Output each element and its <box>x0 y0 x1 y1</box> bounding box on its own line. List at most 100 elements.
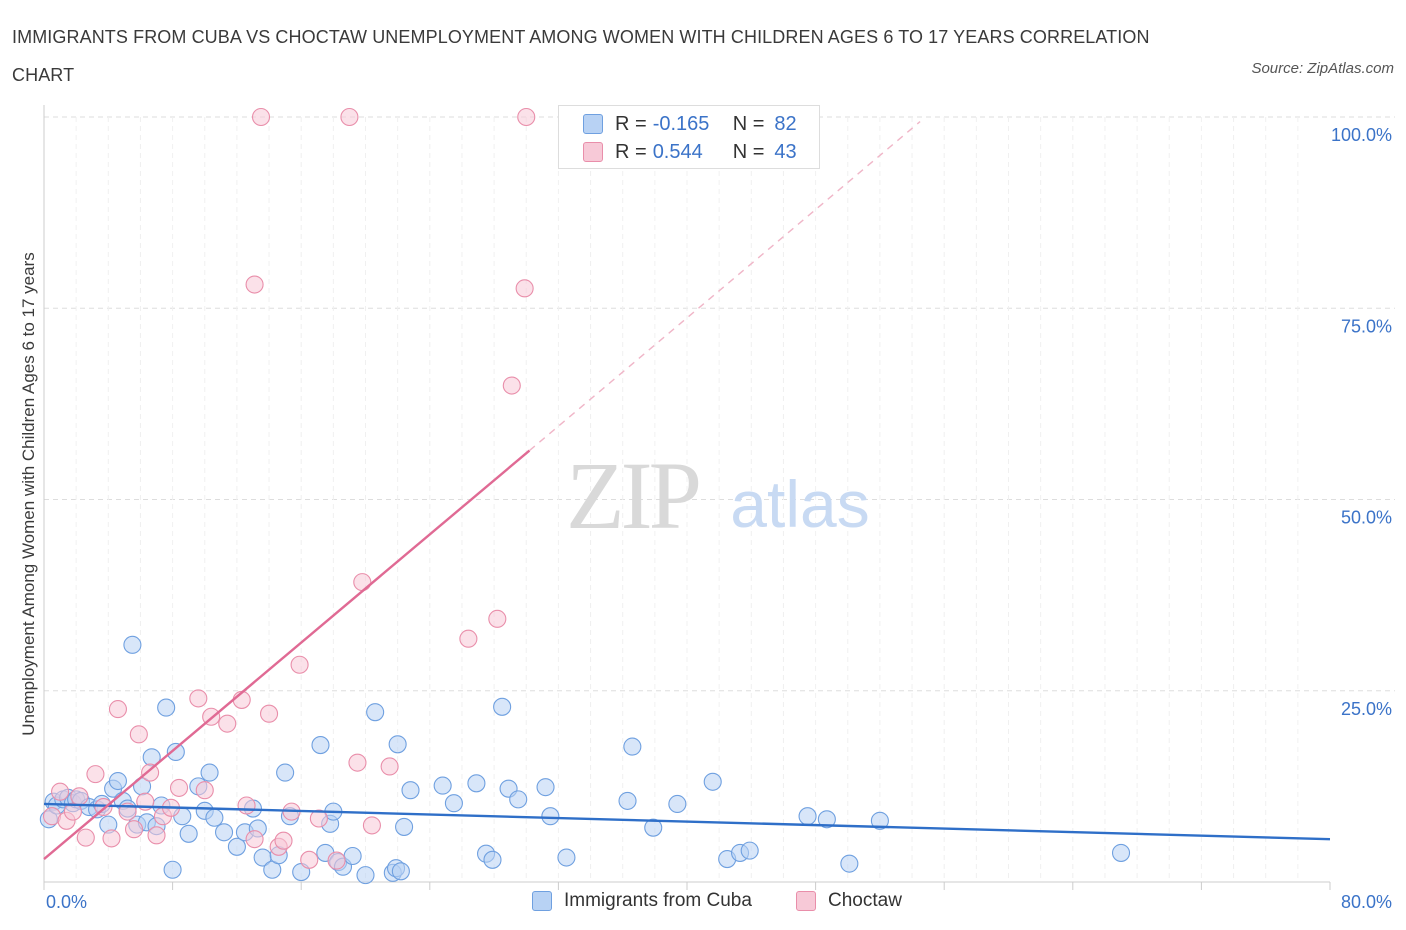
data-point <box>147 826 166 845</box>
data-point <box>218 714 237 733</box>
legend-swatch-choctaw <box>796 891 816 911</box>
data-point <box>517 107 536 127</box>
data-point <box>870 811 889 830</box>
watermark: ZIP atlas <box>566 442 870 549</box>
data-point <box>169 778 189 797</box>
data-point <box>817 810 836 829</box>
data-point <box>366 703 385 722</box>
data-point <box>644 818 663 837</box>
data-point <box>515 279 534 298</box>
y-tick-label: 50.0% <box>1341 508 1392 528</box>
axes <box>43 105 1331 890</box>
data-point <box>623 737 642 756</box>
data-point <box>141 763 160 782</box>
legend-n-value: 43 <box>774 140 797 163</box>
data-point <box>300 850 319 869</box>
data-point <box>200 763 219 782</box>
data-point <box>166 742 185 762</box>
data-point <box>488 609 507 628</box>
data-point <box>444 794 463 813</box>
data-point <box>205 808 224 827</box>
data-point <box>493 697 512 716</box>
legend-r-label: R = <box>615 140 647 163</box>
data-point <box>467 774 486 793</box>
data-point <box>483 850 502 869</box>
data-point <box>214 823 234 842</box>
data-point <box>309 809 328 828</box>
data-point <box>343 846 362 866</box>
legend-r-label: R = <box>615 112 647 135</box>
data-point <box>70 787 89 806</box>
data-point <box>509 790 528 809</box>
data-point <box>86 765 105 784</box>
legend-item-choctaw[interactable]: Choctaw <box>796 890 902 912</box>
data-point <box>237 796 256 815</box>
y-tick-label: 100.0% <box>1331 125 1392 145</box>
data-point <box>327 851 346 870</box>
data-point <box>391 862 410 881</box>
series-immigrants-from-cuba <box>39 635 1131 885</box>
legend-n-label: N = <box>732 112 765 135</box>
trend-line <box>43 802 1331 841</box>
data-point <box>108 700 127 719</box>
data-point <box>276 763 295 782</box>
data-point <box>227 837 246 856</box>
data-point <box>129 725 148 744</box>
legend-swatch-cuba <box>583 114 603 134</box>
data-point <box>740 841 759 860</box>
data-point <box>124 820 144 839</box>
data-point <box>340 107 359 127</box>
data-point <box>195 781 214 800</box>
y-tick-label: 25.0% <box>1341 699 1392 719</box>
data-point <box>433 776 452 795</box>
legend-row-cuba: R = -0.165 N = 82 <box>583 110 797 138</box>
legend-label-cuba: Immigrants from Cuba <box>564 890 752 911</box>
data-point <box>348 753 367 772</box>
data-point <box>840 854 859 873</box>
data-point <box>459 629 478 648</box>
legend-item-cuba[interactable]: Immigrants from Cuba <box>532 890 752 912</box>
tick-labels: 25.0% 50.0% 75.0% 100.0% 0.0% 80.0% <box>46 125 1392 912</box>
source-credit: Source: ZipAtlas.com <box>1251 60 1394 77</box>
data-point <box>668 794 687 814</box>
data-point <box>401 781 420 800</box>
correlation-legend: R = -0.165 N = 82 R = 0.544 N = 43 <box>558 105 820 169</box>
legend-n-value: 82 <box>774 112 797 135</box>
data-point <box>380 757 399 776</box>
data-point <box>163 860 182 879</box>
legend-swatch-choctaw <box>583 142 603 162</box>
data-point <box>353 573 372 592</box>
data-point <box>311 736 330 755</box>
data-point <box>123 635 142 654</box>
y-tick-label: 75.0% <box>1341 316 1392 336</box>
watermark-atlas: atlas <box>730 467 869 541</box>
legend-label-choctaw: Choctaw <box>828 890 902 911</box>
data-point <box>388 735 407 754</box>
data-point <box>102 829 121 848</box>
data-point <box>541 807 560 826</box>
data-point <box>189 689 208 708</box>
data-point <box>108 771 127 791</box>
data-point <box>63 802 82 821</box>
data-point <box>51 782 70 801</box>
data-point <box>245 830 264 849</box>
trend-lines <box>43 121 1331 860</box>
x-tick-label: 0.0% <box>46 892 87 912</box>
trend-line-extension <box>529 121 921 452</box>
watermark-zip: ZIP <box>566 442 699 549</box>
data-point <box>618 791 637 810</box>
chart-title: IMMIGRANTS FROM CUBA VS CHOCTAW UNEMPLOY… <box>12 27 1150 85</box>
legend-r-value: -0.165 <box>652 112 710 135</box>
data-point <box>557 848 576 867</box>
x-tick-label: 80.0% <box>1341 892 1392 912</box>
data-point <box>245 275 264 294</box>
data-point <box>274 831 293 850</box>
legend-r-value: 0.544 <box>652 140 703 163</box>
data-point <box>157 698 176 717</box>
legend-row-choctaw: R = 0.544 N = 43 <box>583 138 797 166</box>
data-point <box>76 828 95 847</box>
data-point <box>251 107 271 127</box>
data-point <box>362 816 381 835</box>
grid-lines <box>44 116 1395 882</box>
data-point <box>536 778 555 797</box>
